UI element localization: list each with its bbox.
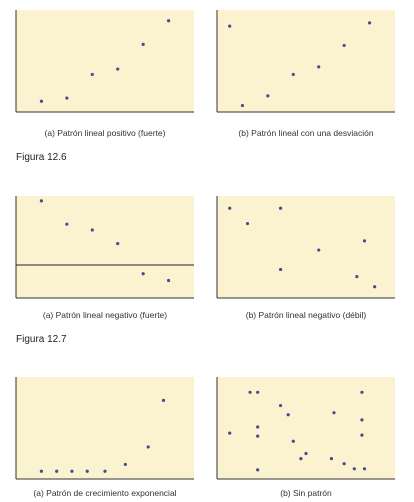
scatter-point bbox=[291, 439, 295, 443]
scatter-point bbox=[39, 99, 44, 103]
figure-label-12-7: Figura 12.7 bbox=[16, 334, 67, 345]
scatter-point bbox=[65, 222, 69, 226]
scatter-point bbox=[360, 433, 364, 437]
scatter-point bbox=[248, 390, 252, 394]
scatter-point bbox=[228, 431, 232, 435]
scatter-point bbox=[141, 272, 145, 276]
panel-4: (a) Patrón de crecimiento exponencial bbox=[15, 377, 194, 498]
scatter-point bbox=[116, 242, 120, 246]
scatter-point bbox=[256, 390, 260, 394]
caption-4: (a) Patrón de crecimiento exponencial bbox=[33, 488, 176, 498]
panel-3: (b) Patrón lineal negativo (débil) bbox=[216, 196, 395, 320]
scatter-point bbox=[304, 451, 308, 456]
caption-1: (b) Patrón lineal con una desviación bbox=[238, 128, 373, 138]
scatter-point bbox=[166, 19, 171, 23]
scatter-point bbox=[65, 96, 69, 100]
scatter-point bbox=[146, 445, 150, 449]
scatter-point bbox=[317, 248, 321, 252]
scatter-point bbox=[70, 469, 74, 473]
scatter-point bbox=[299, 457, 303, 461]
scatter-point bbox=[367, 21, 372, 25]
panel-5: (b) Sin patrón bbox=[216, 377, 395, 498]
scatter-point bbox=[360, 418, 364, 422]
scatter-point bbox=[278, 403, 283, 408]
scatter-point bbox=[317, 65, 321, 69]
scatter-point bbox=[161, 398, 166, 402]
scatter-point bbox=[39, 469, 44, 473]
scatter-point bbox=[286, 413, 290, 417]
scatter-point bbox=[103, 469, 107, 473]
caption-0: (a) Patrón lineal positivo (fuerte) bbox=[45, 128, 166, 138]
scatter-point bbox=[90, 228, 94, 232]
scatter-point bbox=[278, 206, 283, 210]
scatter-point bbox=[166, 278, 171, 283]
scatter-point bbox=[116, 67, 120, 71]
scatter-point bbox=[362, 467, 367, 471]
scatter-point bbox=[342, 462, 346, 466]
scatter-point bbox=[55, 469, 59, 473]
scatter-point bbox=[240, 103, 245, 108]
scatter-point bbox=[245, 221, 250, 226]
scatter-point bbox=[256, 425, 260, 429]
scatter-point bbox=[355, 274, 359, 279]
panel-0: (a) Patrón lineal positivo (fuerte) bbox=[15, 10, 194, 138]
scatter-point bbox=[123, 462, 127, 467]
chart-marks bbox=[16, 19, 377, 473]
panel-2: (a) Patrón lineal negativo (fuerte) bbox=[15, 196, 194, 320]
scatter-point bbox=[360, 390, 364, 394]
scatter-point bbox=[256, 434, 260, 438]
scatter-point bbox=[362, 239, 367, 243]
caption-2: (a) Patrón lineal negativo (fuerte) bbox=[43, 310, 167, 320]
figure-label-12-6: Figura 12.6 bbox=[16, 152, 67, 163]
scatter-point bbox=[228, 206, 232, 210]
caption-5: (b) Sin patrón bbox=[280, 488, 332, 498]
scatter-point bbox=[39, 199, 44, 203]
scatter-point bbox=[266, 94, 270, 98]
scatter-point bbox=[228, 24, 232, 28]
scatter-point bbox=[342, 43, 346, 48]
scatter-point bbox=[278, 267, 283, 272]
scatter-point bbox=[85, 469, 89, 473]
scatter-point bbox=[332, 411, 336, 415]
scatter-point bbox=[291, 72, 295, 77]
caption-3: (b) Patrón lineal negativo (débil) bbox=[246, 310, 367, 320]
scatter-point bbox=[352, 467, 356, 471]
scatter-point bbox=[373, 285, 377, 289]
scatter-point bbox=[141, 42, 145, 46]
panel-1: (b) Patrón lineal con una desviación bbox=[216, 10, 395, 138]
scatter-point bbox=[256, 468, 260, 472]
scatter-point bbox=[329, 457, 334, 461]
scatter-point bbox=[90, 72, 94, 77]
